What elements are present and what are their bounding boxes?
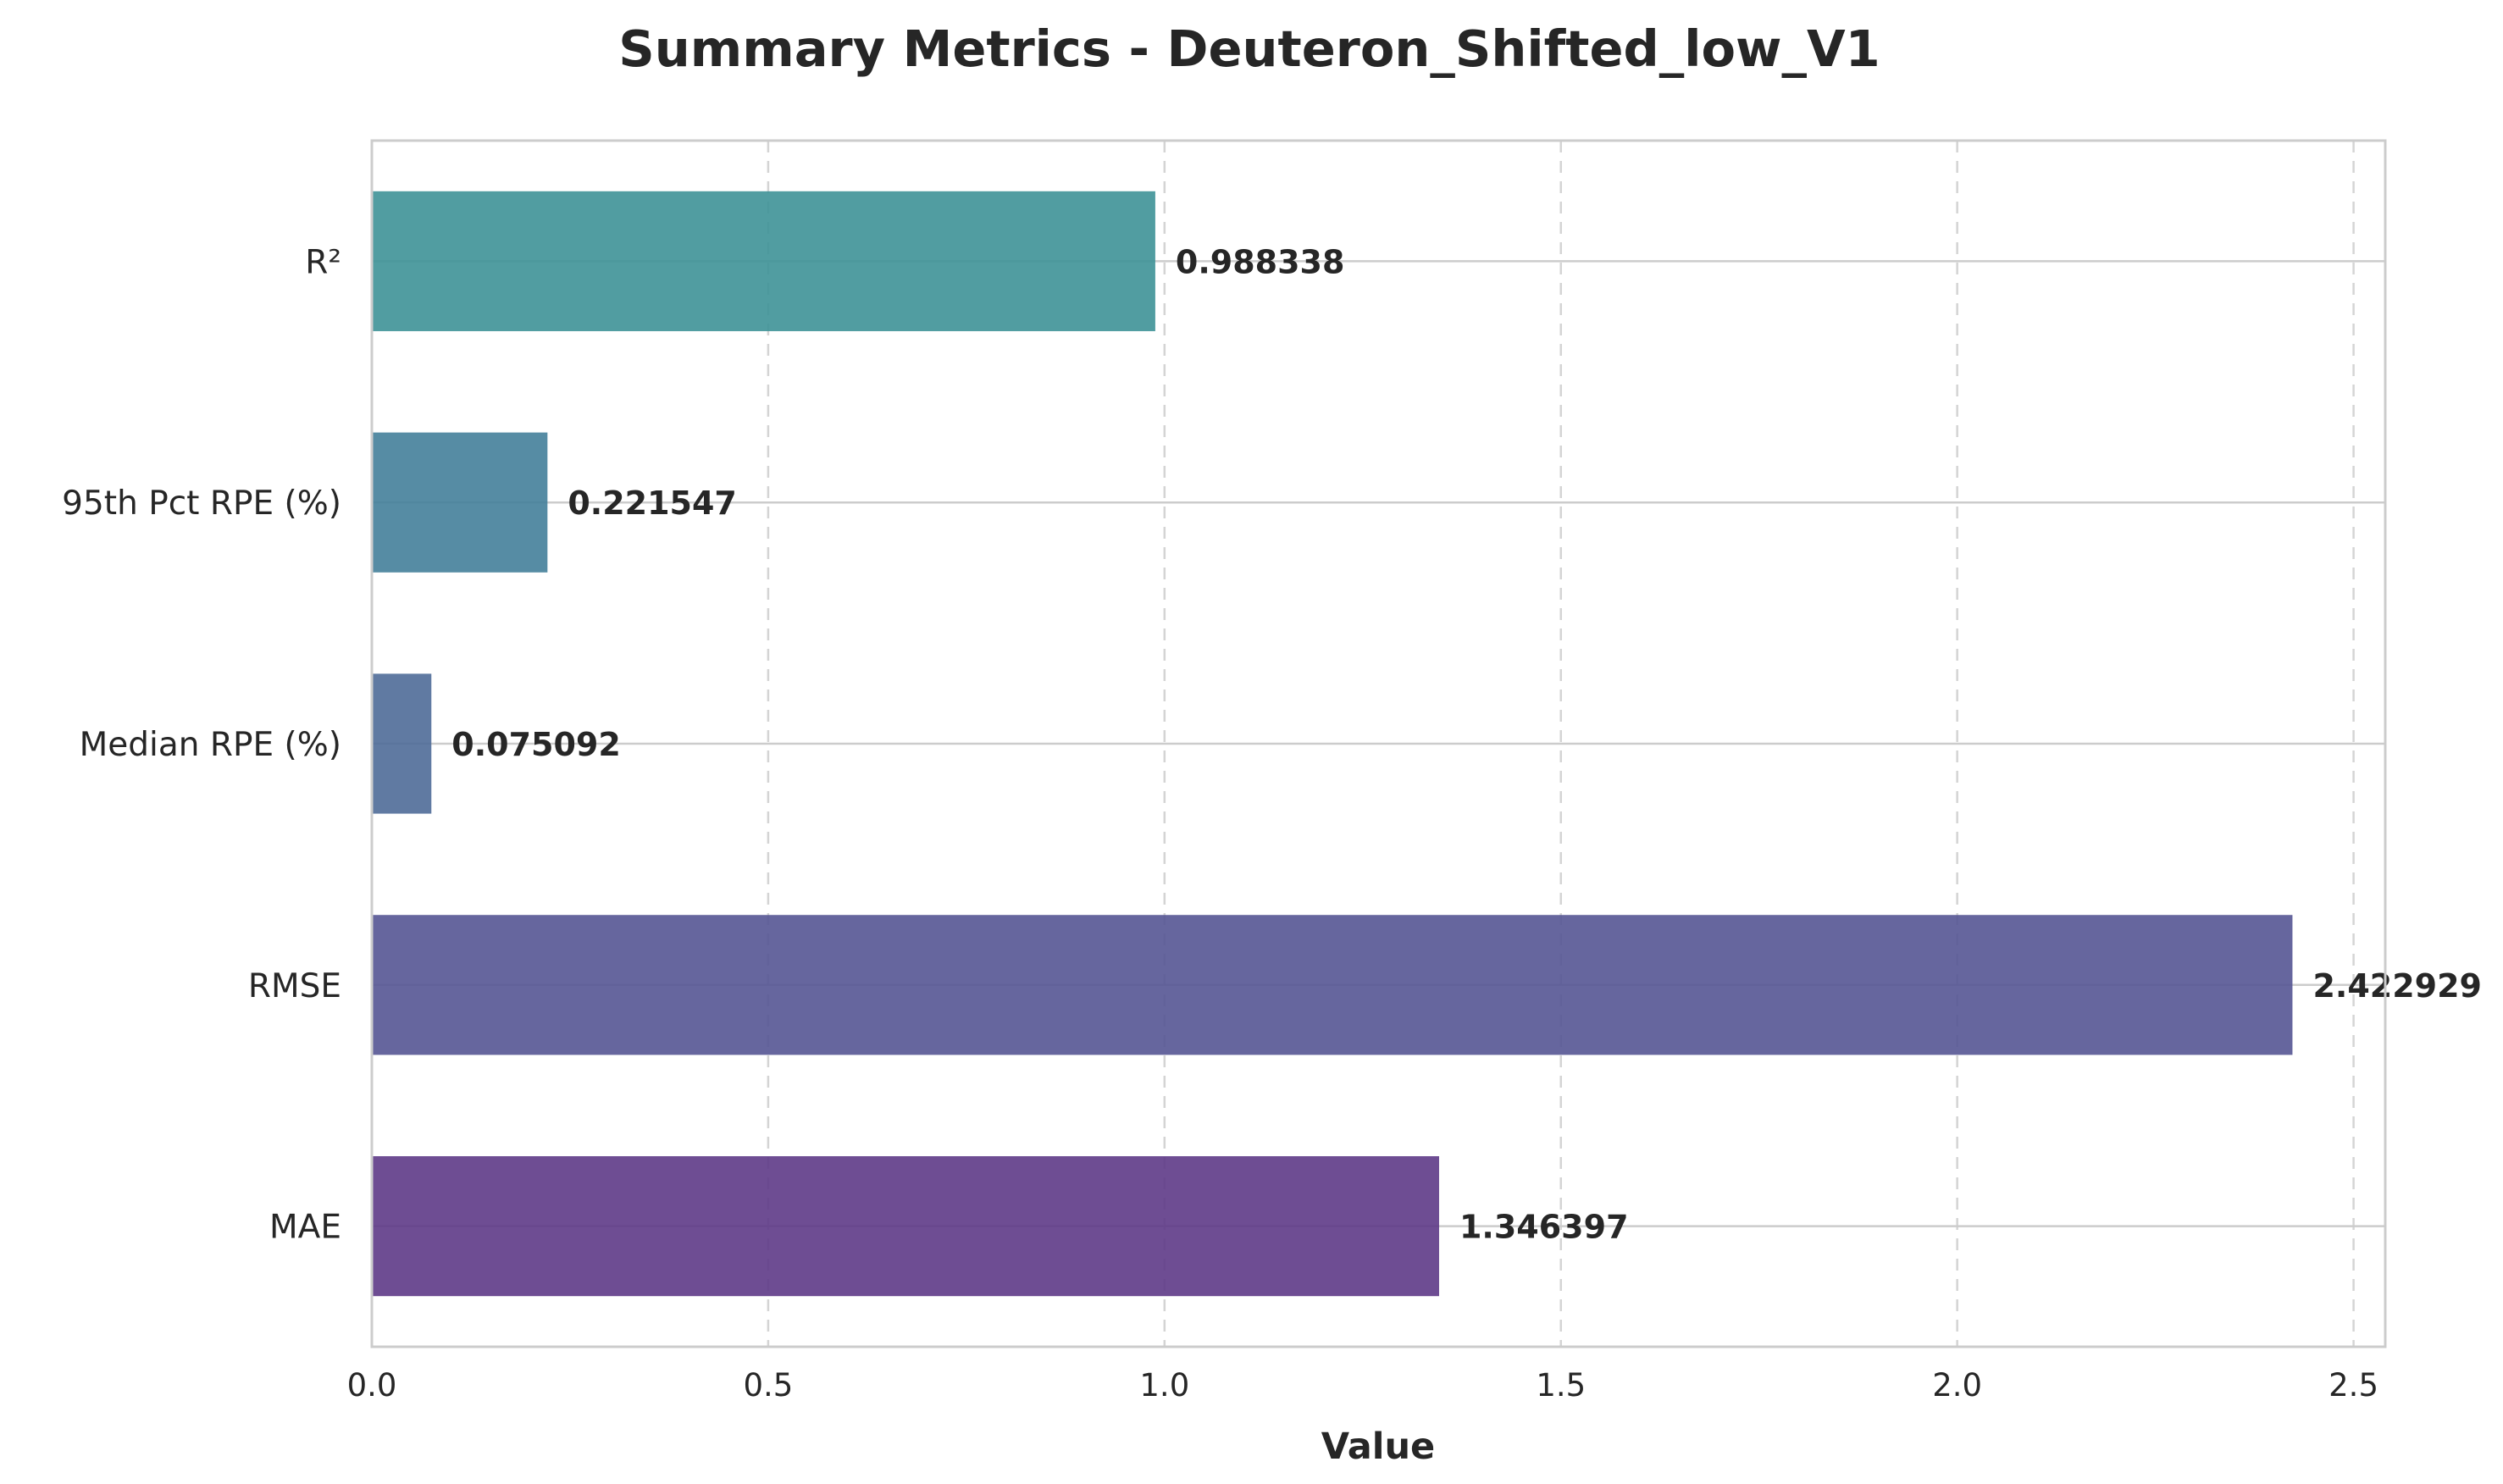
bar-value-label: 0.221547 — [568, 485, 737, 522]
bar-value-label: 2.422929 — [2312, 967, 2482, 1005]
x-tick-label: 0.0 — [347, 1367, 397, 1404]
x-axis-label: Value — [1321, 1426, 1435, 1468]
y-tick-label: R² — [305, 243, 341, 281]
bar-value-label: 0.075092 — [451, 726, 621, 763]
bar-value-label: 1.346397 — [1459, 1209, 1629, 1246]
x-tick-labels: 0.0 0.5 1.0 1.5 2.0 2.5 — [347, 1367, 2378, 1404]
bar — [372, 191, 1155, 331]
x-tick-label: 2.5 — [2329, 1367, 2378, 1404]
x-tick-label: 1.0 — [1139, 1367, 1189, 1404]
bars — [372, 191, 2293, 1297]
y-tick-labels: R² 95th Pct RPE (%) Median RPE (%) RMSE MAE — [62, 243, 341, 1246]
bar — [372, 432, 548, 573]
y-tick-label: Median RPE (%) — [80, 726, 341, 764]
x-tick-label: 0.5 — [743, 1367, 793, 1404]
bar — [372, 673, 432, 814]
plot-frame — [370, 139, 2387, 1348]
x-tick-label: 2.0 — [1932, 1367, 1982, 1404]
bar — [372, 1156, 1439, 1297]
y-tick-label: 95th Pct RPE (%) — [62, 485, 341, 523]
bar-value-label: 0.988338 — [1176, 243, 1345, 280]
y-tick-label: RMSE — [248, 967, 341, 1005]
x-tick-label: 1.5 — [1536, 1367, 1586, 1404]
bar — [372, 915, 2293, 1055]
chart-title: Summary Metrics - Deuteron_Shifted_low_V… — [618, 19, 1880, 78]
y-tick-label: MAE — [269, 1209, 341, 1247]
bar-value-labels: 0.988338 0.221547 0.075092 2.422929 1.346397 — [451, 243, 2482, 1245]
